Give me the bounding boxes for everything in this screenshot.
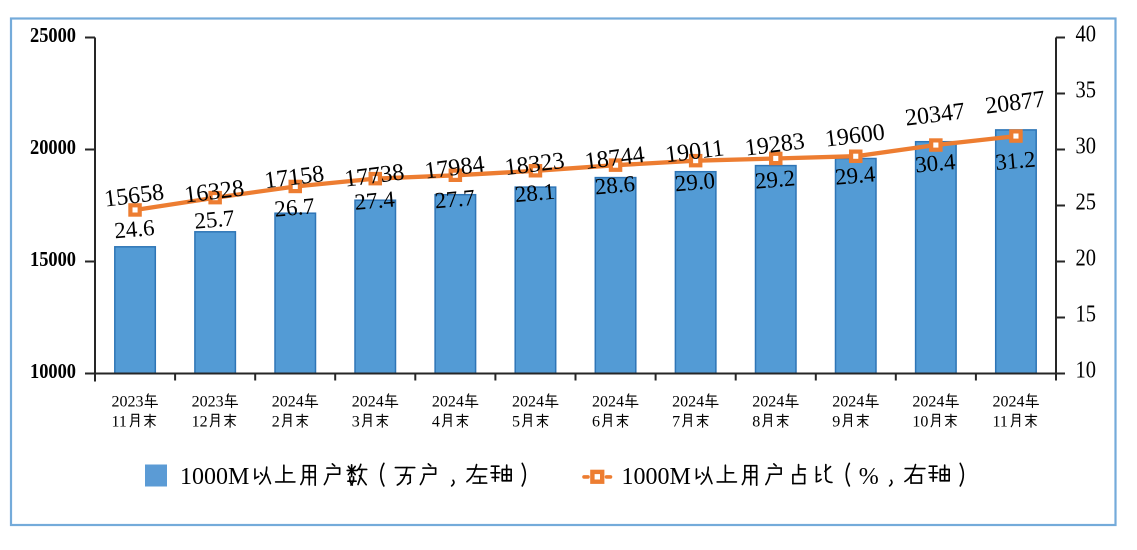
svg-text:25000: 25000	[30, 23, 76, 47]
svg-text:25.7: 25.7	[193, 205, 235, 233]
svg-text:31.2: 31.2	[994, 147, 1036, 175]
svg-text:24.6: 24.6	[113, 215, 155, 243]
svg-text:12: 12	[192, 413, 208, 430]
svg-text:2023: 2023	[112, 394, 144, 411]
svg-text:10: 10	[912, 413, 928, 430]
svg-text:2024: 2024	[432, 394, 464, 411]
svg-text:5: 5	[512, 413, 520, 430]
svg-text:27.7: 27.7	[434, 185, 476, 213]
svg-text:10000: 10000	[30, 359, 76, 383]
svg-text:2: 2	[272, 413, 280, 430]
svg-text:35: 35	[1076, 78, 1097, 104]
svg-text:%: %	[859, 464, 879, 490]
svg-text:1000M: 1000M	[622, 464, 691, 490]
svg-text:26.7: 26.7	[273, 193, 315, 221]
svg-text:15: 15	[1076, 302, 1097, 328]
svg-text:20000: 20000	[30, 135, 76, 159]
svg-text:15000: 15000	[30, 247, 76, 271]
svg-text:30: 30	[1076, 134, 1097, 160]
svg-text:2024: 2024	[832, 394, 864, 411]
svg-text:8: 8	[752, 413, 760, 430]
svg-text:2024: 2024	[272, 394, 304, 411]
svg-text:2024: 2024	[352, 394, 384, 411]
svg-text:29.2: 29.2	[754, 165, 796, 193]
svg-text:2024: 2024	[912, 394, 944, 411]
svg-text:2023: 2023	[192, 394, 224, 411]
svg-text:3: 3	[352, 413, 360, 430]
svg-text:6: 6	[592, 413, 600, 430]
svg-text:9: 9	[832, 413, 840, 430]
svg-text:4: 4	[432, 413, 440, 430]
svg-text:7: 7	[672, 413, 680, 430]
svg-text:10: 10	[1076, 358, 1097, 384]
svg-text:11: 11	[993, 413, 1008, 430]
svg-text:29.0: 29.0	[674, 168, 716, 196]
svg-text:20: 20	[1076, 246, 1097, 272]
svg-text:27.4: 27.4	[354, 186, 397, 214]
svg-text:40: 40	[1076, 22, 1097, 48]
svg-text:25: 25	[1076, 190, 1097, 216]
svg-text:2024: 2024	[672, 394, 704, 411]
svg-text:2024: 2024	[993, 394, 1025, 411]
svg-text:28.1: 28.1	[514, 179, 556, 207]
svg-text:11: 11	[112, 413, 127, 430]
svg-text:30.4: 30.4	[914, 149, 957, 177]
svg-text:29.4: 29.4	[834, 161, 877, 189]
svg-text:2024: 2024	[592, 394, 624, 411]
svg-text:2024: 2024	[752, 394, 784, 411]
svg-text:1000M: 1000M	[180, 464, 249, 490]
svg-text:2024: 2024	[512, 394, 544, 411]
svg-text:28.6: 28.6	[594, 171, 636, 199]
